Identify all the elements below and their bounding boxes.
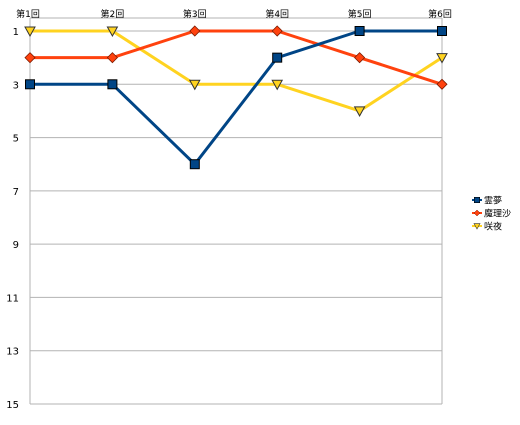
- x-tick-label: 第5回: [348, 8, 372, 20]
- series-line-2: [30, 29, 443, 86]
- series-3-point: [436, 53, 448, 64]
- y-tick-label: 1: [13, 27, 19, 38]
- series-3-point: [271, 79, 284, 91]
- series-3-point: [353, 106, 366, 117]
- legend-marker: [473, 223, 481, 230]
- x-tick-label: 第3回: [183, 8, 207, 20]
- legend-label: 咲夜: [484, 221, 502, 233]
- series-line-3: [30, 29, 443, 113]
- x-tick-label: 第6回: [428, 8, 452, 20]
- y-tick-label: 15: [6, 400, 19, 411]
- legend-label: 霊夢: [484, 195, 502, 207]
- series-2-point: [354, 52, 366, 64]
- series-1-point: [437, 26, 447, 36]
- y-tick-label: 11: [6, 293, 19, 304]
- series-line-1: [30, 29, 442, 166]
- x-tick-label: 第1回: [16, 8, 40, 20]
- series-markers: [24, 25, 448, 170]
- series-3-point: [188, 79, 201, 91]
- series-1-point: [107, 79, 118, 90]
- x-tick-label: 第2回: [101, 8, 125, 20]
- series-lines: [30, 29, 443, 166]
- series-2-point: [436, 78, 448, 90]
- grid-lines: [29, 14, 443, 405]
- x-tick-label: 第4回: [265, 8, 289, 20]
- series-1-point: [272, 52, 283, 63]
- series-3-point: [24, 26, 36, 38]
- series-1-point: [189, 159, 200, 170]
- series-3-point: [106, 26, 119, 38]
- legend-marker: [473, 209, 481, 217]
- legend-label: 魔理沙: [484, 208, 511, 220]
- y-tick-label: 5: [13, 134, 19, 145]
- series-2-point: [24, 52, 36, 64]
- y-tick-label: 3: [13, 80, 19, 91]
- series-2-point: [106, 52, 118, 64]
- series-2-point: [189, 25, 201, 37]
- legend-marker: [473, 196, 480, 203]
- series-1-point: [354, 26, 365, 36]
- x-axis-tick-labels: 第1回 第2回 第3回 第4回 第5回 第6回: [16, 8, 452, 20]
- series-1-point: [25, 79, 35, 90]
- y-tick-label: 13: [6, 347, 19, 358]
- y-tick-label: 7: [13, 187, 19, 198]
- y-tick-label: 9: [13, 240, 19, 251]
- series-2-point: [271, 25, 283, 37]
